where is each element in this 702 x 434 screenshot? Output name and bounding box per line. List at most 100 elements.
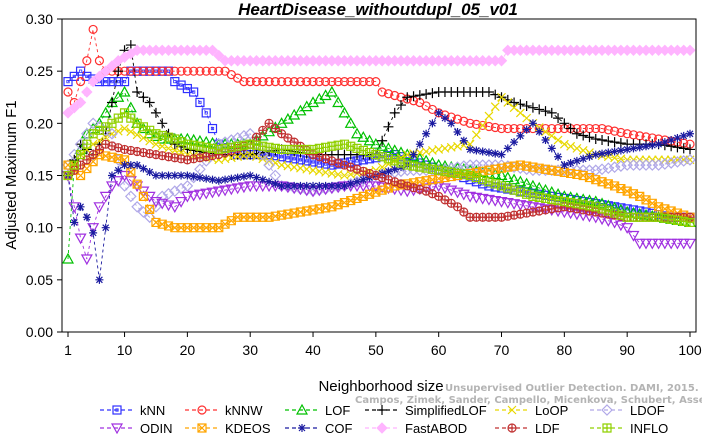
- point-ldf-15: [151, 150, 161, 160]
- point-odin-21: [187, 190, 200, 202]
- x-tick-label-20: 20: [180, 342, 196, 358]
- point-ldof-96: [659, 158, 671, 170]
- point-cof-46: [346, 179, 355, 188]
- point-cof-79: [554, 152, 563, 161]
- point-knnw-22: [195, 66, 205, 76]
- point-cof-11: [126, 161, 135, 170]
- point-cof-37: [290, 181, 299, 190]
- point-simplifiedlof-98: [672, 142, 683, 153]
- point-fastabod-3: [74, 96, 87, 109]
- point-cof-89: [616, 146, 625, 155]
- point-knnw-79: [553, 123, 563, 134]
- watermark-line-1: Unsupervised Outlier Detection. DAMI, 20…: [445, 383, 699, 394]
- point-ldf-22: [195, 153, 205, 163]
- point-ldf-21: [189, 154, 199, 164]
- legend-label-kdeos: KDEOS: [225, 421, 271, 434]
- legend-marker-lof: [295, 403, 309, 415]
- y-tick-label-0.05: 0.05: [26, 272, 53, 288]
- point-ldof-95: [652, 159, 665, 171]
- point-ldf-70: [496, 212, 507, 222]
- point-knnw-19: [176, 66, 186, 76]
- point-knnw-91: [628, 130, 639, 140]
- point-knnw-64: [459, 116, 469, 126]
- y-tick-label-0.25: 0.25: [26, 63, 53, 79]
- point-cof-15: [151, 171, 160, 180]
- point-ldof-10: [118, 180, 131, 192]
- point-cof-48: [359, 175, 368, 184]
- point-loop-10: [120, 124, 129, 133]
- point-knnw-35: [277, 76, 287, 87]
- point-ldof-88: [608, 161, 621, 174]
- point-loop-51: [377, 162, 387, 172]
- point-ldf-7: [101, 139, 111, 149]
- point-odin-28: [231, 183, 244, 195]
- legend-item-cof: COF: [285, 421, 353, 434]
- point-knnw-46: [346, 76, 356, 87]
- point-ldf-64: [459, 207, 469, 217]
- point-kdeos-11: [126, 167, 136, 177]
- point-loop-14: [145, 136, 155, 146]
- point-odin-95: [652, 238, 665, 250]
- point-ldf-60: [434, 192, 443, 201]
- point-cof-65: [466, 145, 475, 154]
- point-cof-42: [321, 181, 330, 190]
- point-cof-30: [246, 171, 255, 180]
- point-cof-47: [353, 177, 362, 186]
- point-simplifiedlof-57: [414, 90, 425, 101]
- point-odin-99: [677, 238, 690, 250]
- point-simplifiedlof-85: [590, 133, 601, 144]
- legend-marker-ldf: [507, 423, 517, 433]
- point-ldf-13: [138, 147, 148, 158]
- legend: kNN kNNW LOF SimplifiedLOF LoOP LDOF ODIN KDEOS…: [100, 403, 668, 434]
- point-cof-71: [503, 144, 512, 153]
- point-knnw-21: [189, 66, 199, 76]
- series-layer: [61, 24, 697, 284]
- point-lof-74: [520, 177, 533, 189]
- point-loop-78: [547, 131, 557, 141]
- point-knnw-23: [201, 66, 211, 76]
- point-ldof-4: [80, 127, 93, 140]
- point-loop-79: [553, 135, 563, 145]
- point-cof-36: [283, 181, 292, 190]
- point-cof-68: [484, 148, 493, 157]
- point-odin-72: [508, 199, 521, 210]
- point-odin-97: [665, 238, 678, 250]
- legend-marker-ldof: [601, 404, 613, 416]
- point-ldf-4: [82, 155, 92, 165]
- point-cof-4: [82, 213, 91, 222]
- point-kdeos-13: [138, 191, 148, 201]
- point-knnw-39: [302, 76, 312, 87]
- point-knn-24: [207, 123, 218, 134]
- point-cof-59: [428, 119, 437, 128]
- point-ldf-46: [346, 162, 356, 172]
- point-ldof-32: [256, 148, 269, 161]
- point-cof-92: [635, 143, 644, 152]
- point-cof-87: [604, 148, 613, 157]
- point-cof-66: [472, 146, 481, 155]
- point-odin-30: [244, 181, 257, 193]
- point-knnw-40: [308, 76, 318, 87]
- point-simplifiedlof-78: [546, 107, 557, 118]
- point-ldf-11: [126, 145, 136, 156]
- point-ldf-76: [534, 206, 544, 216]
- point-cof-63: [453, 128, 462, 137]
- point-odin-93: [640, 238, 653, 250]
- point-lof-45: [338, 106, 351, 118]
- point-inflo-100: [685, 217, 695, 228]
- point-cof-7: [101, 223, 110, 232]
- point-knnw-87: [603, 125, 613, 135]
- legend-marker-odin: [110, 423, 124, 434]
- point-simplifiedlof-13: [138, 92, 149, 103]
- point-cof-19: [177, 171, 186, 180]
- point-cof-67: [478, 147, 487, 156]
- point-cof-52: [384, 167, 393, 176]
- point-fastabod-5: [87, 75, 99, 88]
- point-knnw-24: [207, 66, 218, 76]
- point-knnw-29: [239, 76, 249, 87]
- point-ldf-14: [145, 148, 155, 159]
- point-knnw-69: [490, 122, 500, 133]
- point-knnw-68: [484, 121, 494, 132]
- point-cof-16: [158, 171, 167, 180]
- point-ldof-30: [244, 127, 257, 140]
- point-cof-70: [497, 150, 506, 159]
